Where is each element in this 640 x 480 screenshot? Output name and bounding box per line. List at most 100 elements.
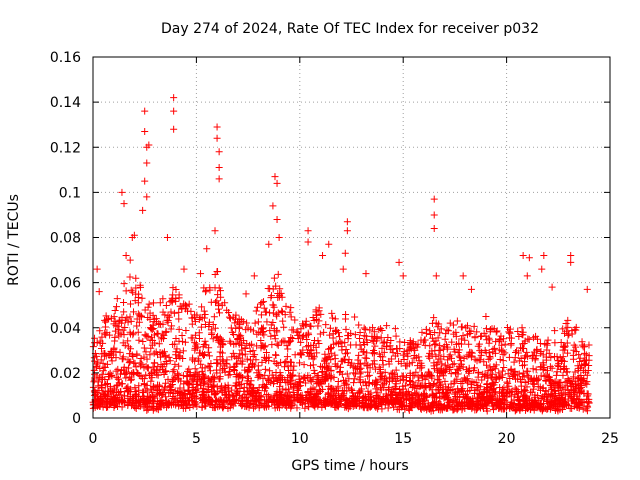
- data-point: [452, 328, 460, 336]
- data-point: [249, 360, 257, 368]
- data-point: [342, 396, 350, 404]
- data-point: [108, 357, 116, 365]
- data-point: [98, 375, 106, 383]
- data-point: [141, 127, 149, 135]
- data-point: [355, 321, 363, 329]
- data-point: [406, 391, 414, 399]
- data-point: [540, 252, 548, 260]
- data-point: [206, 376, 214, 384]
- data-point: [295, 359, 303, 367]
- data-point: [148, 393, 156, 401]
- data-point: [116, 370, 124, 378]
- data-point: [276, 291, 284, 299]
- data-point: [234, 334, 242, 342]
- data-point: [465, 340, 473, 348]
- data-point: [344, 349, 352, 357]
- data-point: [490, 384, 498, 392]
- data-point: [403, 350, 411, 358]
- data-point: [265, 240, 273, 248]
- data-point: [153, 318, 161, 326]
- data-point: [415, 357, 423, 365]
- data-point: [336, 338, 344, 346]
- data-point: [176, 389, 184, 397]
- data-point: [399, 272, 407, 280]
- data-point: [581, 361, 589, 369]
- data-point: [569, 383, 577, 391]
- data-point: [228, 353, 236, 361]
- data-point: [288, 372, 296, 380]
- x-tick-label: 15: [394, 431, 412, 447]
- data-point: [162, 328, 170, 336]
- data-point: [544, 398, 552, 406]
- data-point: [364, 387, 372, 395]
- x-tick-label: 20: [498, 431, 516, 447]
- data-point: [544, 372, 552, 380]
- data-point: [441, 377, 449, 385]
- data-point: [219, 337, 227, 345]
- data-point: [287, 313, 295, 321]
- data-point: [137, 372, 145, 380]
- data-point: [236, 385, 244, 393]
- data-point: [415, 377, 423, 385]
- data-point: [270, 357, 278, 365]
- data-point: [271, 335, 279, 343]
- data-point: [274, 341, 282, 349]
- data-point: [131, 403, 139, 411]
- data-point: [474, 381, 482, 389]
- data-point: [486, 391, 494, 399]
- data-point: [223, 306, 231, 314]
- data-point: [260, 298, 268, 306]
- data-point: [139, 392, 147, 400]
- data-point: [139, 206, 147, 214]
- data-point: [313, 349, 321, 357]
- data-point: [257, 392, 265, 400]
- data-point: [264, 397, 272, 405]
- data-point: [343, 227, 351, 235]
- data-point: [197, 381, 205, 389]
- data-point: [380, 380, 388, 388]
- data-point: [170, 94, 178, 102]
- data-point: [370, 350, 378, 358]
- data-point: [193, 368, 201, 376]
- data-point: [133, 398, 141, 406]
- data-point: [538, 265, 546, 273]
- data-point: [343, 402, 351, 410]
- data-point: [274, 290, 282, 298]
- data-point: [270, 378, 278, 386]
- data-point: [175, 315, 183, 323]
- data-point: [563, 382, 571, 390]
- data-point: [459, 391, 467, 399]
- data-point: [505, 353, 513, 361]
- data-point: [213, 134, 221, 142]
- data-point: [379, 361, 387, 369]
- data-point: [262, 384, 270, 392]
- data-point: [253, 369, 261, 377]
- data-point: [324, 364, 332, 372]
- data-point: [585, 341, 593, 349]
- data-point: [387, 370, 395, 378]
- data-point: [94, 378, 102, 386]
- data-point: [317, 310, 325, 318]
- data-point: [231, 352, 239, 360]
- data-point: [574, 396, 582, 404]
- data-point: [301, 320, 309, 328]
- data-point: [304, 388, 312, 396]
- data-point: [261, 342, 269, 350]
- data-point: [473, 328, 481, 336]
- data-point: [391, 383, 399, 391]
- data-point: [505, 328, 513, 336]
- data-point: [279, 317, 287, 325]
- data-point: [470, 322, 478, 330]
- data-point: [420, 336, 428, 344]
- data-point: [405, 396, 413, 404]
- data-point: [277, 372, 285, 380]
- data-point: [569, 351, 577, 359]
- data-point: [490, 391, 498, 399]
- data-point: [293, 404, 301, 412]
- data-point: [207, 359, 215, 367]
- data-point: [243, 372, 251, 380]
- data-point: [425, 405, 433, 413]
- data-point: [211, 374, 219, 382]
- data-point: [147, 344, 155, 352]
- data-point: [449, 406, 457, 414]
